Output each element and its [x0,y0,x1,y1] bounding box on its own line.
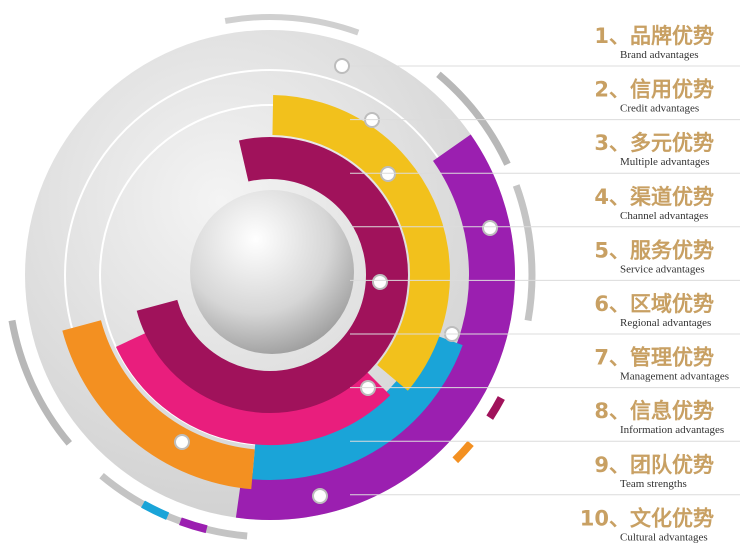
dot [482,220,498,236]
item-title: 4、渠道优势 [594,185,714,209]
item-title: 10、文化优势 [580,506,714,530]
accent-dash [179,517,208,534]
item-subtitle: Brand advantages [620,49,699,61]
item-subtitle: Information advantages [620,424,724,436]
dot [312,488,328,504]
outer-dash [8,319,72,446]
band [62,319,256,490]
dot [372,274,388,290]
item-title: 5、服务优势 [594,238,714,262]
item-subtitle: Channel advantages [620,210,708,222]
dot [334,58,350,74]
item-subtitle: Management advantages [620,371,729,383]
dot [380,166,396,182]
outer-dash [224,14,360,36]
band [252,331,463,480]
outer-dash [99,473,248,540]
item-title: 7、管理优势 [594,346,714,370]
item-title: 1、品牌优势 [594,24,714,48]
item-title: 9、团队优势 [594,453,714,477]
item-title: 8、信息优势 [594,399,714,423]
item-subtitle: Regional advantages [620,317,711,329]
accent-dash [452,440,474,464]
item-subtitle: Team strengths [620,478,687,490]
band [136,137,408,413]
dot [174,434,190,450]
item-subtitle: Service advantages [620,263,705,275]
outer-dash [512,184,536,322]
outer-dash [436,71,511,166]
band [115,329,391,445]
item-title: 3、多元优势 [594,131,714,155]
accent-dash [486,396,505,420]
item-subtitle: Multiple advantages [620,156,710,168]
item-title: 6、区域优势 [594,292,714,316]
item-title: 2、信用优势 [594,78,714,102]
accent-dash [141,500,170,520]
item-subtitle: Cultural advantages [620,531,708,543]
band [272,95,450,391]
sphere [190,190,354,354]
item-subtitle: Credit advantages [620,103,699,115]
